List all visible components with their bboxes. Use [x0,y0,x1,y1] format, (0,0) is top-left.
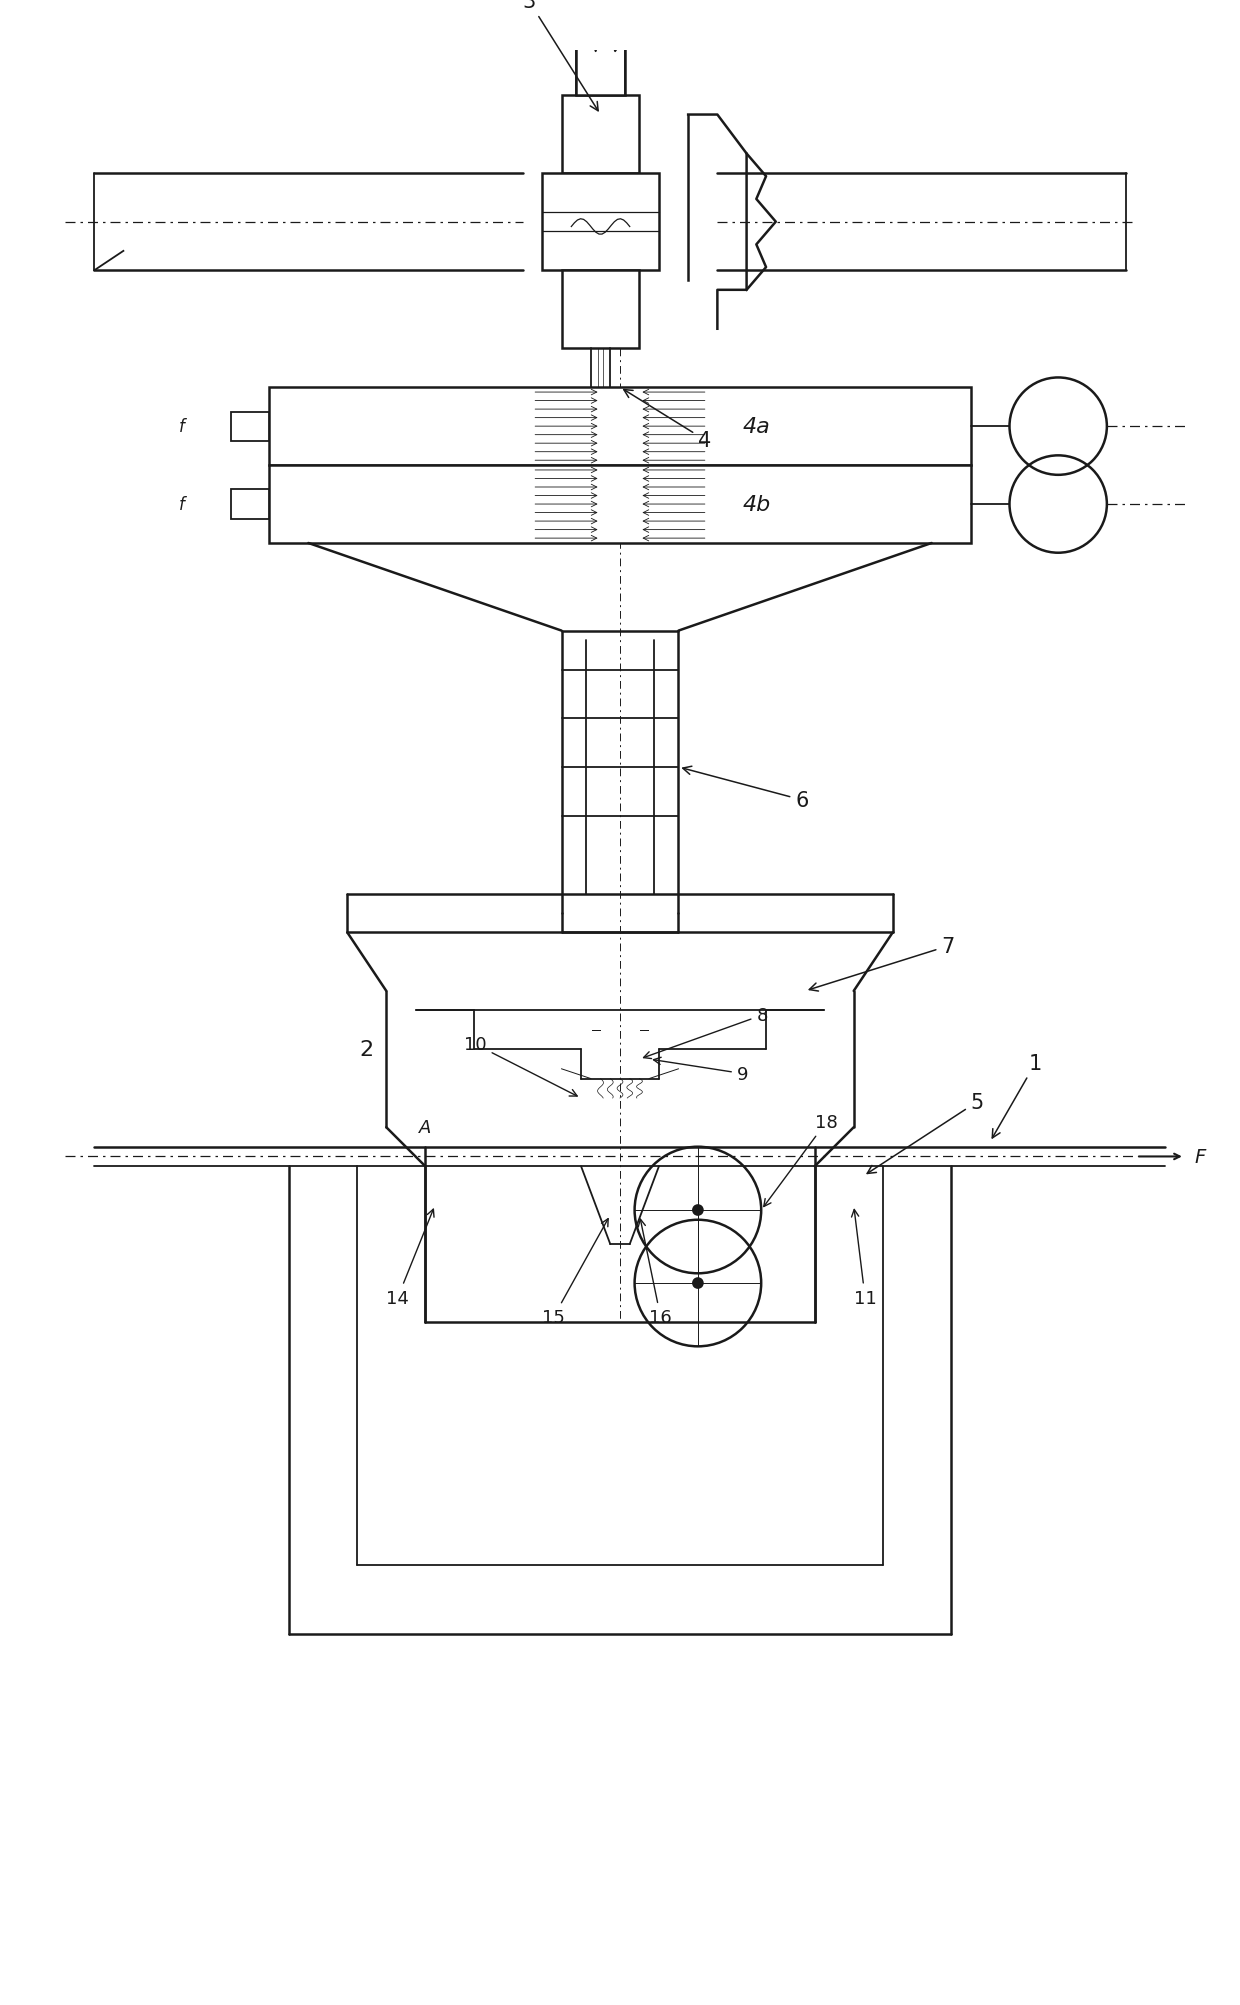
Text: 5: 5 [867,1093,983,1173]
Text: 14: 14 [387,1209,434,1307]
Text: 4b: 4b [743,495,770,515]
Circle shape [692,1277,704,1289]
Bar [269,389,971,465]
Text: f: f [179,495,185,513]
Text: 15: 15 [542,1219,608,1327]
Text: 8: 8 [644,1007,768,1059]
Bar [562,96,640,174]
Text: 2: 2 [360,1041,374,1061]
Bar [231,489,269,519]
Bar [542,174,658,271]
Circle shape [692,1205,704,1217]
Text: 18: 18 [764,1113,837,1207]
Text: A: A [419,1119,432,1137]
Bar [562,271,640,349]
Text: 4a: 4a [743,417,770,437]
Text: 6: 6 [683,766,808,810]
Text: f: f [179,417,185,435]
Text: 7: 7 [810,936,955,992]
Text: 11: 11 [852,1209,877,1307]
Text: 10: 10 [464,1037,577,1097]
Text: 1: 1 [992,1053,1043,1139]
Bar [577,38,625,96]
Bar [269,465,971,543]
Text: 4: 4 [624,391,712,451]
Bar [231,413,269,441]
Text: 16: 16 [639,1219,672,1327]
Text: F: F [1194,1147,1205,1167]
Text: 9: 9 [653,1059,749,1083]
Text: 3: 3 [522,0,598,112]
